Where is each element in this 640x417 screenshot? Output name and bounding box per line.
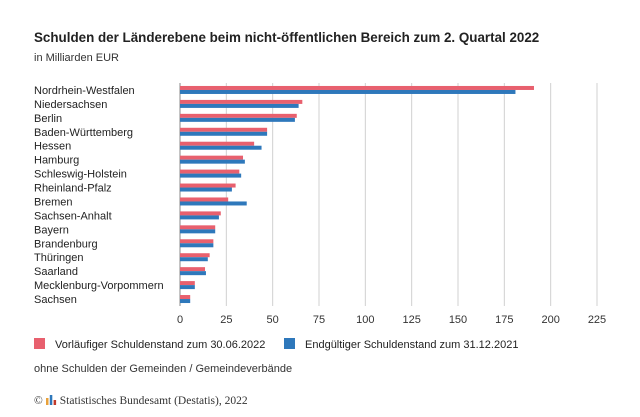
category-label: Mecklenburg-Vorpommern: [34, 280, 164, 292]
bar-series2: [180, 271, 206, 276]
bar-series1: [180, 113, 297, 118]
legend-item-series2: Endgültiger Schuldenstand zum 31.12.2021: [284, 338, 518, 351]
category-label: Brandenburg: [34, 238, 98, 250]
category-label: Bremen: [34, 196, 73, 208]
category-label: Hamburg: [34, 155, 79, 167]
chart-note: ohne Schulden der Gemeinden / Gemeindeve…: [34, 363, 293, 375]
legend-item-series1: Vorläufiger Schuldenstand zum 30.06.2022: [34, 338, 265, 351]
category-label: Sachsen: [34, 294, 77, 306]
category-label: Berlin: [34, 113, 62, 125]
x-tick-label: 75: [313, 314, 325, 326]
bar-series2: [180, 215, 219, 220]
bar-series2: [180, 187, 232, 192]
bar-series2: [180, 89, 516, 94]
bar-series2: [180, 229, 216, 234]
x-tick-label: 100: [356, 314, 374, 326]
bar-series1: [180, 169, 240, 174]
bar-series1: [180, 127, 268, 132]
x-tick-label: 0: [177, 314, 183, 326]
category-label: Hessen: [34, 141, 71, 153]
copyright-symbol: ©: [34, 395, 43, 407]
bar-series1: [180, 197, 229, 202]
bar-series1: [180, 155, 244, 160]
category-label: Saarland: [34, 266, 78, 278]
bar-series1: [180, 99, 303, 104]
x-tick-label: 200: [541, 314, 559, 326]
bar-series1: [180, 281, 195, 286]
category-label: Schleswig-Holstein: [34, 169, 127, 181]
bar-series1: [180, 225, 216, 230]
legend-swatch-series2: [284, 338, 295, 349]
bar-series2: [180, 173, 242, 178]
bar-series2: [180, 159, 245, 164]
bar-series2: [180, 117, 295, 122]
category-label: Sachsen-Anhalt: [34, 210, 112, 222]
bar-series1: [180, 85, 534, 90]
x-tick-label: 150: [449, 314, 467, 326]
bar-series1: [180, 295, 191, 300]
bar-series2: [180, 243, 214, 248]
bar-chart: 0 25 50 75 100 125 150 175 200 225 Nordrhein-Westf…: [34, 83, 606, 326]
category-label: Bayern: [34, 224, 69, 236]
bar-series2: [180, 201, 247, 206]
x-tick-label: 175: [495, 314, 513, 326]
chart-title: Schulden der Länderebene beim nicht-öffe…: [34, 30, 540, 45]
x-tick-label: 125: [402, 314, 420, 326]
x-tick-label: 225: [588, 314, 606, 326]
legend-label-series1: Vorläufiger Schuldenstand zum 30.06.2022: [55, 339, 266, 351]
bar-series1: [180, 239, 214, 244]
category-label: Thüringen: [34, 252, 84, 264]
bar-series1: [180, 141, 255, 146]
bar-series2: [180, 103, 299, 108]
bar-series2: [180, 145, 262, 150]
category-label: Nordrhein-Westfalen: [34, 85, 135, 97]
legend-swatch-series1: [34, 338, 45, 349]
bar-series1: [180, 253, 210, 258]
bar-series2: [180, 285, 195, 290]
category-label: Rheinland-Pfalz: [34, 183, 112, 195]
x-tick-label: 50: [267, 314, 279, 326]
bar-series1: [180, 183, 236, 188]
bar-series1: [180, 211, 221, 216]
destatis-logo-icon: [45, 395, 56, 405]
chart-subtitle: in Milliarden EUR: [34, 52, 119, 64]
legend-label-series2: Endgültiger Schuldenstand zum 31.12.2021: [305, 339, 519, 351]
source-text: Statistisches Bundesamt (Destatis), 2022: [59, 395, 248, 407]
x-tick-label: 25: [220, 314, 232, 326]
bar-series2: [180, 131, 268, 136]
bar-series2: [180, 299, 191, 304]
category-label: Niedersachsen: [34, 99, 107, 111]
category-label: Baden-Württemberg: [34, 127, 133, 139]
bar-series1: [180, 267, 206, 272]
source-line: © Statistisches Bundesamt (Destatis), 202…: [34, 394, 248, 407]
bar-series2: [180, 257, 208, 262]
